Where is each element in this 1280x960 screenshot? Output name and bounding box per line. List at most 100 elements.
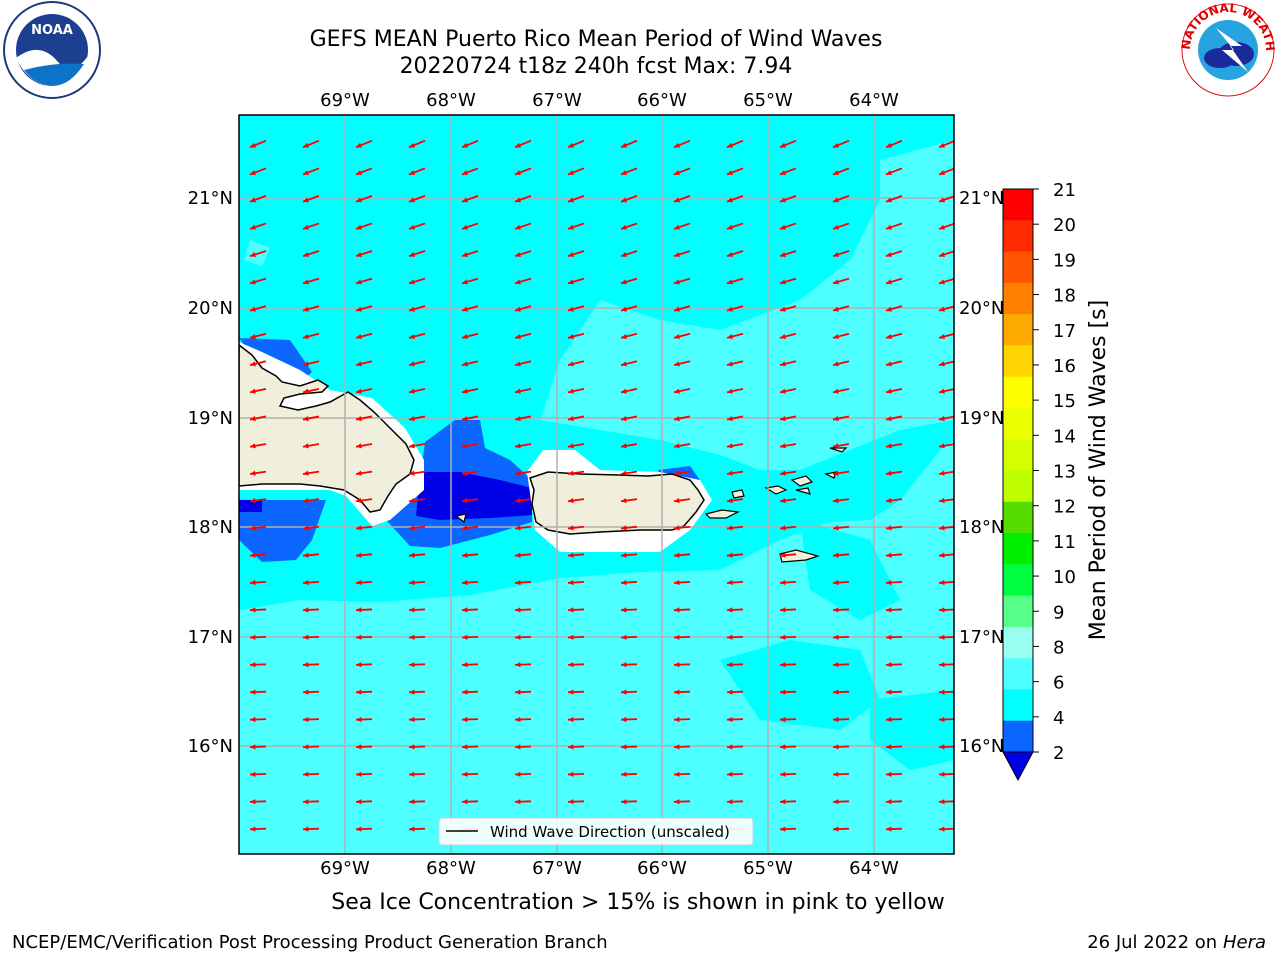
colorbar-tick-label: 17 <box>1053 321 1076 342</box>
colorbar-tick-label: 18 <box>1053 286 1076 307</box>
wind-wave-arrow-head <box>515 579 521 586</box>
lat-label-right: 19°N <box>959 408 1004 429</box>
period-band-6-8 <box>239 440 954 854</box>
wind-wave-arrow-head <box>462 689 468 695</box>
wind-wave-arrow-head <box>515 170 521 175</box>
wind-wave-arrow-head <box>462 279 468 285</box>
wind-wave-arrow-head <box>515 716 521 723</box>
wind-wave-arrow-head <box>621 689 627 695</box>
wind-wave-arrow-head <box>674 799 680 805</box>
lat-label-left: 18°N <box>188 517 233 538</box>
wind-wave-arrow-head <box>303 361 309 367</box>
wind-wave-arrow-head <box>621 197 627 203</box>
footer-branch: NCEP/EMC/Verification Post Processing Pr… <box>12 932 608 953</box>
wind-wave-arrow-head <box>727 443 733 449</box>
wind-wave-arrow-head <box>780 252 786 258</box>
wind-wave-arrow-head <box>939 252 945 258</box>
wind-wave-arrow-head <box>780 361 786 367</box>
lat-label-left: 20°N <box>188 298 233 319</box>
colorbar-block <box>1003 189 1033 221</box>
wind-wave-arrow-head <box>939 142 945 148</box>
wind-wave-arrow-head <box>356 744 362 750</box>
wind-wave-arrow-head <box>886 497 892 504</box>
wind-wave-arrow-head <box>727 552 733 558</box>
wind-wave-arrow-head <box>515 689 521 695</box>
colorbar-block <box>1003 689 1033 722</box>
wind-wave-arrow-head <box>568 607 574 613</box>
wind-wave-arrow-head <box>515 470 521 476</box>
wind-wave-arrow-head <box>621 497 627 504</box>
wind-wave-arrow-head <box>303 771 309 777</box>
wind-wave-arrow-head <box>727 306 733 312</box>
chart-subtitle: 20220724 t18z 240h fcst Max: 7.94 <box>399 54 793 79</box>
colorbar: 21 20 19 18 17 16 15 14 13 12 11 10 9 8 6 4 2 Mean Perio… <box>1002 180 1111 782</box>
colorbar-block <box>1003 595 1033 628</box>
wind-wave-arrow-head <box>568 443 574 449</box>
lon-label-top: 65°W <box>743 90 793 111</box>
lat-label-left: 21°N <box>188 188 233 209</box>
wind-wave-arrow-head <box>568 388 574 394</box>
wind-wave-arrow-head <box>409 470 415 476</box>
wind-wave-arrow-head <box>886 361 892 367</box>
wind-wave-arrow-head <box>303 716 309 723</box>
wind-wave-arrow-head <box>303 634 309 640</box>
wind-wave-arrow-head <box>833 333 839 340</box>
wind-wave-arrow-head <box>833 497 839 504</box>
wind-wave-arrow-head <box>303 142 309 148</box>
wind-wave-arrow-head <box>303 552 309 558</box>
wind-wave-arrow-head <box>780 744 786 750</box>
wind-wave-arrow-head <box>409 826 415 832</box>
colorbar-block <box>1003 220 1033 253</box>
wind-wave-arrow-head <box>250 470 256 476</box>
wind-wave-arrow-head <box>409 497 415 504</box>
wind-wave-arrow-head <box>515 525 521 531</box>
wind-wave-arrow-head <box>674 689 680 695</box>
lon-label-bottom: 67°W <box>532 858 582 879</box>
period-zone-0-2 <box>239 352 532 520</box>
wind-wave-arrow-head <box>409 361 415 367</box>
wind-wave-arrow-head <box>568 279 574 285</box>
noaa-logo-text: NOAA <box>31 23 73 38</box>
wind-wave-arrow-head <box>409 170 415 175</box>
wind-wave-arrow-head <box>462 744 468 750</box>
wind-wave-arrow-head <box>409 607 415 613</box>
colorbar-extend-triangle <box>1002 751 1034 782</box>
colorbar-tick-label: 13 <box>1053 462 1076 483</box>
colorbar-block <box>1003 658 1033 690</box>
wind-wave-arrow-head <box>462 415 468 422</box>
wind-wave-arrow-head <box>250 142 256 148</box>
wind-wave-arrow-head <box>674 771 680 777</box>
wind-wave-arrow-head <box>568 470 574 476</box>
wind-wave-arrow-head <box>939 799 945 805</box>
wind-wave-arrows <box>249 139 954 832</box>
wind-wave-arrow-head <box>462 579 468 586</box>
islands-virgin <box>764 447 848 495</box>
wind-wave-arrow-head <box>780 552 786 558</box>
wind-wave-arrow-head <box>886 689 892 695</box>
wind-wave-arrow-head <box>886 224 892 230</box>
wind-wave-arrow-head <box>833 306 839 312</box>
wind-wave-arrow-head <box>409 279 415 285</box>
wind-wave-arrow-head <box>674 142 680 148</box>
wind-wave-arrow-head <box>939 443 945 449</box>
wind-wave-arrow-head <box>886 470 892 476</box>
wind-wave-arrow-head <box>780 279 786 285</box>
wind-wave-arrow-head <box>674 443 680 449</box>
wind-wave-arrow-head <box>727 771 733 777</box>
wind-wave-arrow-head <box>939 470 945 476</box>
wind-wave-arrow-head <box>250 525 256 531</box>
wind-wave-arrow-head <box>833 279 839 285</box>
lon-label-top: 69°W <box>320 90 370 111</box>
wind-wave-arrow-head <box>886 771 892 777</box>
wind-wave-arrow-head <box>833 197 839 203</box>
wind-wave-arrow-head <box>621 716 627 723</box>
wind-wave-arrow-head <box>409 744 415 750</box>
wind-wave-arrow-head <box>515 607 521 613</box>
wind-wave-arrow-head <box>515 771 521 777</box>
wind-wave-arrow-head <box>886 306 892 312</box>
wind-wave-arrow-head <box>886 826 892 832</box>
wind-wave-arrow-head <box>727 799 733 805</box>
wind-wave-arrow-head <box>303 333 309 340</box>
lon-label-top: 68°W <box>426 90 476 111</box>
wind-wave-arrow-head <box>462 252 468 258</box>
